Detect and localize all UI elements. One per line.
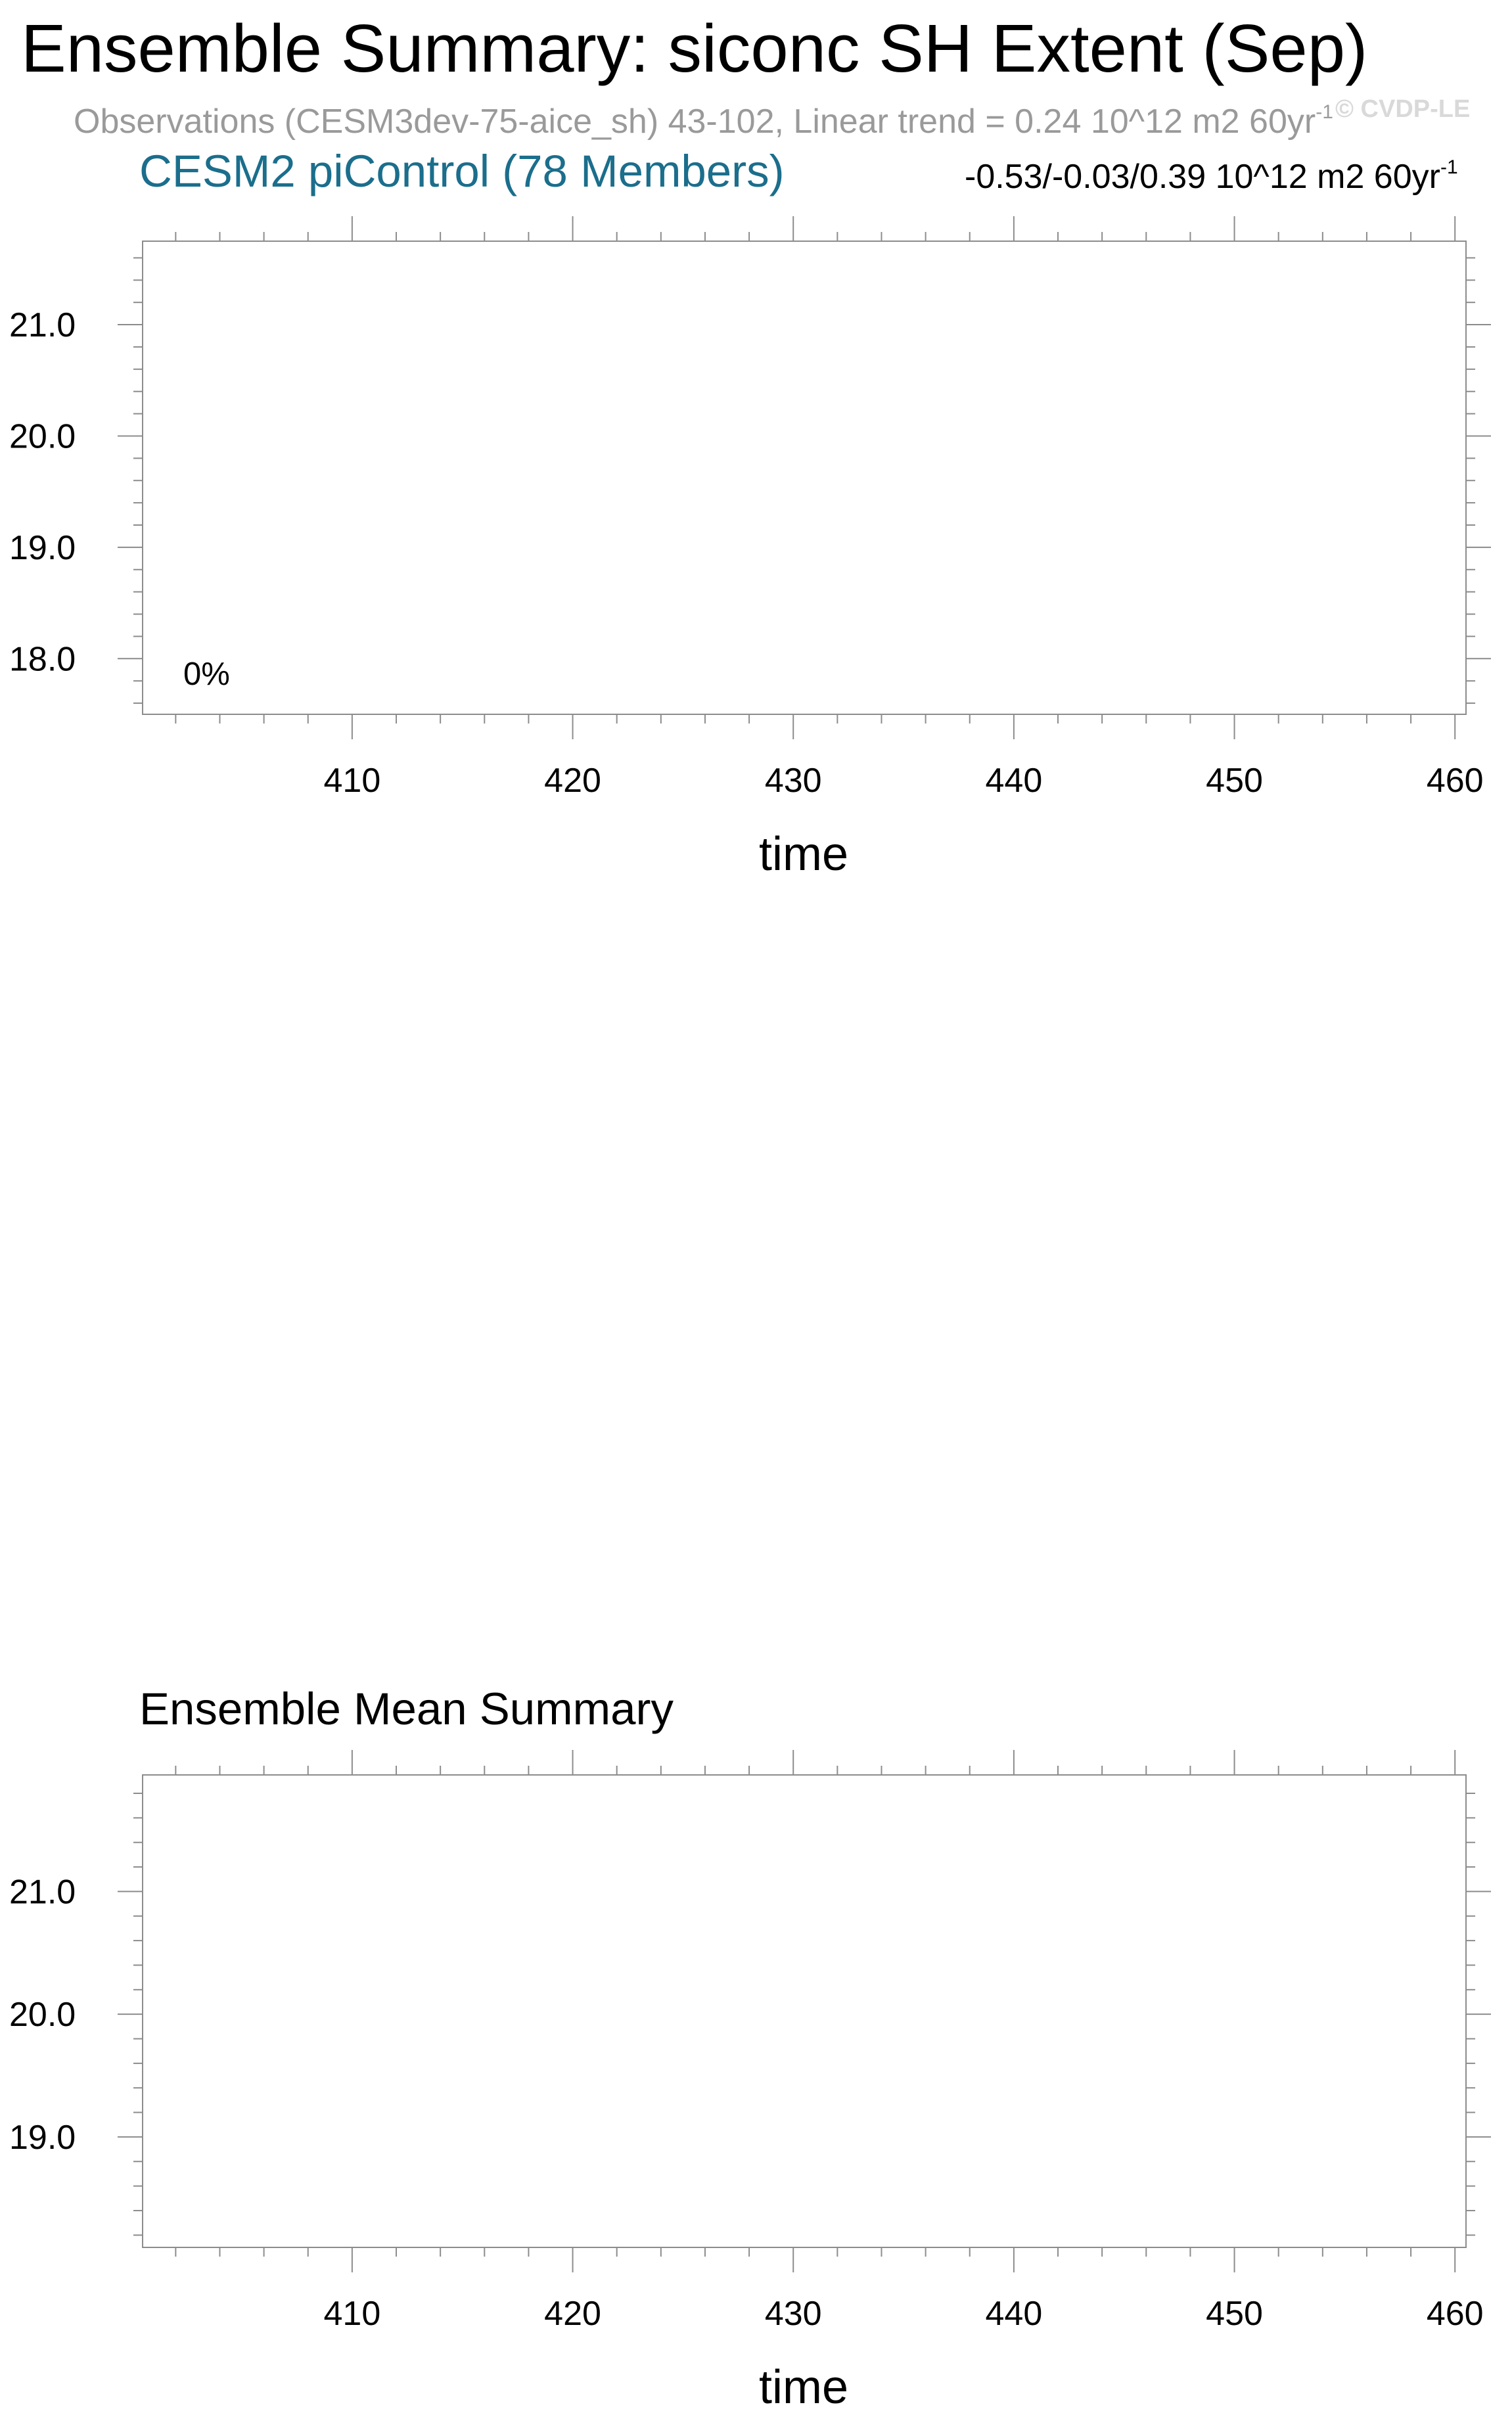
panel1-title: CESM2 piControl (78 Members) [139, 146, 785, 196]
panel1-y-tick-label: 20.0 [9, 417, 76, 455]
trend-range-text: -0.53/-0.03/0.39 10^12 m2 60yr [965, 158, 1440, 196]
panel2-x-tick-label: 450 [1206, 2295, 1263, 2333]
panel1-x-tick-label: 420 [544, 762, 601, 800]
observations-text: Observations (CESM3dev-75-aice_sh) 43-10… [74, 103, 1316, 141]
panel1-y-tick-label: 21.0 [9, 306, 76, 344]
panel1-x-tick-label: 450 [1206, 762, 1263, 800]
figure-title: Ensemble Summary: siconc SH Extent (Sep) [21, 11, 1368, 86]
panel2-y-tick-label: 20.0 [9, 1996, 76, 2034]
panel2-y-tick-label: 19.0 [9, 2119, 76, 2157]
panel1-inset-label: 0% [183, 656, 230, 692]
panel2-x-tick-label: 460 [1427, 2295, 1484, 2333]
observations-superscript: -1 [1316, 101, 1333, 123]
panel1-x-tick-label: 430 [765, 762, 822, 800]
panel1-trend-range: -0.53/-0.03/0.39 10^12 m2 60yr-1 [965, 156, 1458, 196]
panel2-x-tick-label: 440 [986, 2295, 1043, 2333]
panel2-x-axis-label: time [759, 2361, 848, 2414]
panel1-plot-frame [142, 241, 1467, 715]
panel2-x-tick-label: 410 [324, 2295, 381, 2333]
panel1-x-tick-label: 410 [324, 762, 381, 800]
panel2-x-tick-label: 420 [544, 2295, 601, 2333]
panel1-x-axis-label: time [759, 828, 848, 881]
panel1-x-tick-label: 460 [1427, 762, 1484, 800]
panel2-title: Ensemble Mean Summary [139, 1684, 674, 1734]
panel2-y-tick-label: 21.0 [9, 1873, 76, 1911]
panel1-x-tick-label: 440 [986, 762, 1043, 800]
panel2-plot-frame [142, 1774, 1467, 2248]
watermark: © CVDP-LE [1335, 95, 1471, 123]
panel2-x-tick-label: 430 [765, 2295, 822, 2333]
observations-trend-text: Observations (CESM3dev-75-aice_sh) 43-10… [74, 103, 1333, 139]
panel1-y-tick-label: 18.0 [9, 640, 76, 678]
panel1-y-tick-label: 19.0 [9, 529, 76, 567]
trend-range-superscript: -1 [1440, 156, 1458, 178]
